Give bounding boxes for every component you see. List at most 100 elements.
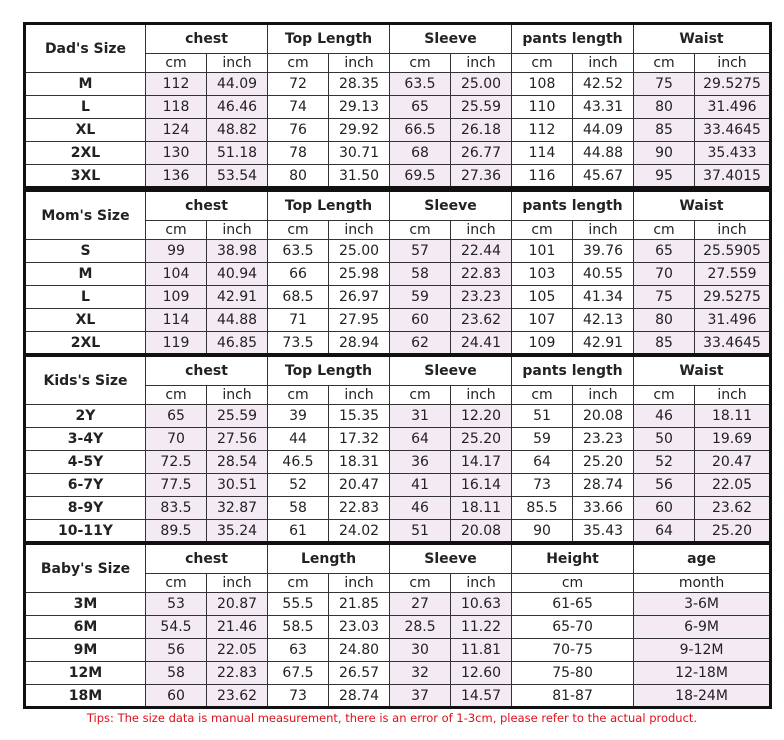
baby-s-size-table: Baby's Size chest Length Sleeve Height age cm i… bbox=[23, 542, 773, 709]
unit-header: inch bbox=[205, 385, 269, 405]
value-cell: 65 bbox=[145, 404, 207, 428]
unit-header: cm bbox=[145, 573, 207, 593]
value-cell: 51.18 bbox=[205, 141, 269, 165]
value-cell: 80 bbox=[633, 95, 696, 119]
table-title: Dad's Size bbox=[24, 23, 146, 73]
value-cell: 43.31 bbox=[572, 95, 635, 119]
value-cell: 31.496 bbox=[694, 95, 772, 119]
unit-header: inch bbox=[328, 220, 391, 240]
value-cell: 23.23 bbox=[450, 285, 513, 309]
value-cell: 28.94 bbox=[328, 331, 391, 355]
unit-header: cm bbox=[389, 53, 452, 73]
size-label: 4-5Y bbox=[24, 450, 146, 474]
value-cell: 12.20 bbox=[450, 404, 513, 428]
value-cell: 89.5 bbox=[145, 519, 207, 543]
value-cell: 42.91 bbox=[572, 331, 635, 355]
value-cell: 85 bbox=[633, 331, 696, 355]
value-cell: 25.59 bbox=[450, 95, 513, 119]
column-group-header: pants length bbox=[511, 355, 635, 386]
table-row: 2Y 65 25.59 39 15.35 31 12.20 51 20.08 46 18.11 bbox=[24, 404, 772, 428]
value-cell: 20.47 bbox=[328, 473, 391, 497]
size-label: 6-7Y bbox=[24, 473, 146, 497]
value-cell: 29.13 bbox=[328, 95, 391, 119]
value-cell: 27.36 bbox=[450, 164, 513, 188]
value-cell: 50 bbox=[633, 427, 696, 451]
unit-header: inch bbox=[694, 220, 772, 240]
value-cell: 17.32 bbox=[328, 427, 391, 451]
value-cell: 57 bbox=[389, 239, 452, 263]
value-cell: 11.22 bbox=[450, 615, 513, 639]
value-cell: 52 bbox=[633, 450, 696, 474]
value-cell: 28.54 bbox=[205, 450, 269, 474]
table-row: 8-9Y 83.5 32.87 58 22.83 46 18.11 85.5 33.66 60 23… bbox=[24, 496, 772, 520]
unit-header: cm bbox=[267, 385, 330, 405]
value-cell: 25.00 bbox=[450, 72, 513, 96]
value-cell: 40.94 bbox=[205, 262, 269, 286]
value-cell: 25.20 bbox=[450, 427, 513, 451]
group-header-row: Kids's Size chest Top Length Sleeve pants le… bbox=[24, 355, 772, 405]
value-cell: 31.50 bbox=[328, 164, 391, 188]
size-label: L bbox=[24, 285, 146, 309]
value-cell: 83.5 bbox=[145, 496, 207, 520]
table-row: 18M 60 23.62 73 28.74 37 14.57 81-87 18-24M bbox=[24, 684, 772, 708]
value-cell: 107 bbox=[511, 308, 574, 332]
value-cell: 20.08 bbox=[572, 404, 635, 428]
unit-header: inch bbox=[205, 573, 269, 593]
value-cell: 23.23 bbox=[572, 427, 635, 451]
value-cell: 56 bbox=[633, 473, 696, 497]
unit-header: cm bbox=[511, 53, 574, 73]
value-cell: 58 bbox=[145, 661, 207, 685]
unit-header: inch bbox=[572, 385, 635, 405]
size-label: 12M bbox=[24, 661, 146, 685]
value-cell: 22.83 bbox=[450, 262, 513, 286]
value-cell: 81-87 bbox=[511, 684, 635, 708]
value-cell: 27.559 bbox=[694, 262, 772, 286]
value-cell: 30.71 bbox=[328, 141, 391, 165]
value-cell: 58.5 bbox=[267, 615, 330, 639]
value-cell: 63 bbox=[267, 638, 330, 662]
column-group-header: Top Length bbox=[267, 190, 391, 221]
table-title: Mom's Size bbox=[24, 190, 146, 240]
value-cell: 53 bbox=[145, 592, 207, 616]
unit-header-row: cm inch cm inch cm inch cm inch cm inch bbox=[25, 220, 772, 240]
kids-s-size-table: Kids's Size chest Top Length Sleeve pants le… bbox=[23, 354, 773, 544]
table-title: Baby's Size bbox=[24, 543, 146, 593]
unit-header: inch bbox=[450, 53, 513, 73]
unit-header: inch bbox=[205, 220, 269, 240]
table-row: 3-4Y 70 27.56 44 17.32 64 25.20 59 23.23 50 19.69 bbox=[24, 427, 772, 451]
value-cell: 28.74 bbox=[328, 684, 391, 708]
unit-header: cm bbox=[511, 220, 574, 240]
size-label: 9M bbox=[24, 638, 146, 662]
value-cell: 39.76 bbox=[572, 239, 635, 263]
value-cell: 105 bbox=[511, 285, 574, 309]
unit-header: cm bbox=[145, 385, 207, 405]
value-cell: 12.60 bbox=[450, 661, 513, 685]
value-cell: 18-24M bbox=[633, 684, 772, 708]
value-cell: 28.35 bbox=[328, 72, 391, 96]
value-cell: 18.31 bbox=[328, 450, 391, 474]
value-cell: 35.24 bbox=[205, 519, 269, 543]
value-cell: 20.08 bbox=[450, 519, 513, 543]
unit-header: cm bbox=[267, 573, 330, 593]
value-cell: 29.5275 bbox=[694, 285, 772, 309]
value-cell: 37 bbox=[389, 684, 452, 708]
value-cell: 18.11 bbox=[450, 496, 513, 520]
unit-header: inch bbox=[450, 385, 513, 405]
value-cell: 33.66 bbox=[572, 496, 635, 520]
unit-header: cm bbox=[145, 220, 207, 240]
value-cell: 85.5 bbox=[511, 496, 574, 520]
value-cell: 109 bbox=[145, 285, 207, 309]
value-cell: 103 bbox=[511, 262, 574, 286]
table-row: 2XL 119 46.85 73.5 28.94 62 24.41 109 42.91 85 33.… bbox=[24, 331, 772, 355]
column-group-header: chest bbox=[144, 23, 269, 54]
value-cell: 51 bbox=[389, 519, 452, 543]
table-row: 9M 56 22.05 63 24.80 30 11.81 70-75 9-12M bbox=[24, 638, 772, 662]
value-cell: 6-9M bbox=[633, 615, 772, 639]
size-label: 2XL bbox=[24, 141, 146, 165]
size-label: L bbox=[24, 95, 146, 119]
value-cell: 85 bbox=[633, 118, 696, 142]
value-cell: 55.5 bbox=[267, 592, 330, 616]
value-cell: 75 bbox=[633, 285, 696, 309]
column-group-header: Height bbox=[511, 543, 635, 574]
value-cell: 25.98 bbox=[328, 262, 391, 286]
